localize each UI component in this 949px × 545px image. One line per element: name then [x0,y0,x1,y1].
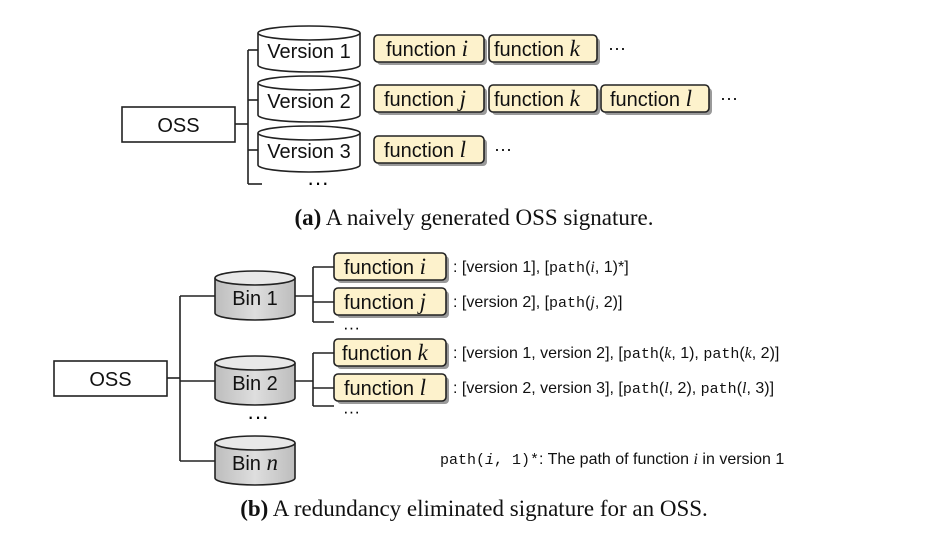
function-chip: function j [373,84,487,115]
function-word: function [344,378,420,400]
function-var: i [420,254,426,279]
caption-b: (b) A redundancy eliminated signature fo… [240,496,708,521]
svg-text:function i: function i [386,36,468,61]
function-entry: : [version 2, version 3], [path(l, 2), p… [453,380,774,398]
caption-a: (a) A naively generated OSS signature. [295,205,654,230]
svg-text:function l: function l [610,86,692,111]
tree-lines-b-bin1 [295,266,334,323]
function-chip: function k [333,338,449,369]
function-var: i [462,36,468,61]
caption-b-text: A redundancy eliminated signature for an… [268,496,707,521]
function-var: k [418,340,429,365]
function-var: j [457,86,466,111]
function-chip: function k [488,84,600,115]
function-var: j [417,289,426,314]
function-word: function [494,89,570,111]
more-bins-dots: ··· [247,404,269,429]
function-entry: : [version 2], [path(j, 2)] [453,294,622,312]
function-chip: function i [373,34,487,65]
function-chip: function l [373,135,487,166]
function-word: function [342,343,418,365]
caption-a-tag: (a) [295,205,322,230]
svg-text:function l: function l [384,137,466,162]
svg-text:function k: function k [494,86,581,111]
more-functions-dots: ··· [343,318,360,337]
bin-cylinder: Bin 1 [214,270,296,321]
oss-root-box-a [121,106,236,143]
svg-text:function k: function k [342,340,429,365]
trailing-dots: ··· [608,38,626,58]
trailing-dots: ··· [720,88,738,108]
function-chip: function j [333,287,449,318]
function-var: l [460,137,466,162]
function-var: k [570,36,581,61]
svg-text:function j: function j [384,86,466,111]
function-entry: : [version 1, version 2], [path(k, 1), p… [453,345,779,363]
more-functions-dots: ··· [343,402,360,421]
version-cylinder: Version 1 [257,25,361,73]
function-word: function [610,89,686,111]
svg-text:function k: function k [494,36,581,61]
caption-b-tag: (b) [240,496,268,521]
function-chip: function k [488,34,600,65]
svg-text:Bin n: Bin n [232,450,278,475]
bin-label: Bin 1 [232,288,278,310]
tree-lines-b-bin2 [295,352,334,407]
oss-root-label-b: OSS [89,369,131,391]
version-label: Version 2 [267,91,350,113]
tree-lines-a [235,49,262,185]
version-label: Version 1 [267,41,350,63]
function-word: function [386,39,462,61]
function-word: function [384,89,460,111]
function-entry: : [version 1], [path(i, 1)*] [453,259,629,277]
version-cylinder: Version 2 [257,75,361,123]
function-chip: function l [600,84,712,115]
svg-text:function j: function j [344,289,426,314]
bin-cylinder: Bin n [214,435,296,486]
version-cylinder: Version 3 [257,125,361,173]
part-a-diagram: OSS Version 1 Version 2 Version 3 ··· [121,25,738,230]
version-label: Version 3 [267,141,350,163]
svg-text:function i: function i [344,254,426,279]
bin-cylinder: Bin 2 [214,355,296,406]
function-var: k [570,86,581,111]
function-word: function [344,257,420,279]
trailing-dots: ··· [494,139,512,159]
svg-text:function l: function l [344,375,426,400]
oss-root-label-a: OSS [157,115,199,137]
function-word: function [344,292,420,314]
bin-label: Bin [232,453,266,475]
function-var: l [686,86,692,111]
tree-lines-b-root [167,295,215,462]
caption-a-text: A naively generated OSS signature. [321,205,653,230]
bin-var: n [266,450,278,475]
more-versions-dots: ··· [307,170,329,195]
function-var: l [420,375,426,400]
part-b-diagram: OSS Bin 1 Bin 2 Bin n ··· [53,252,784,521]
function-chip: function l [333,373,449,404]
path-footnote: path(i, 1)*: The path of function i in v… [440,451,784,469]
function-word: function [494,39,570,61]
bin-label: Bin 2 [232,373,278,395]
function-word: function [384,140,460,162]
function-chip: function i [333,252,449,283]
